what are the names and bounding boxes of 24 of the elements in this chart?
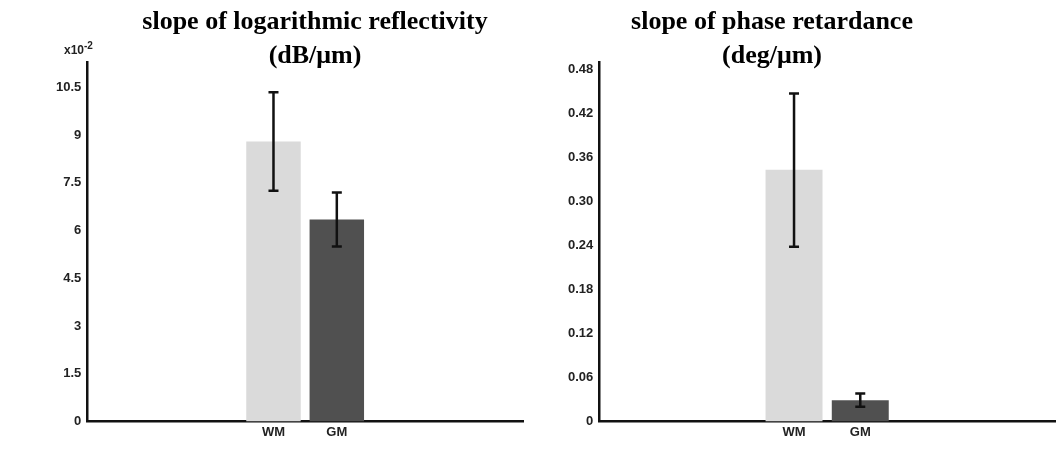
x-tick-label: GM	[326, 423, 348, 439]
y-tick-label: 7.5	[63, 174, 82, 190]
y-tick-label: 0	[74, 412, 82, 428]
y-tick-label: 0.42	[567, 104, 594, 120]
y-tick-label: 10.5	[55, 79, 82, 95]
x-tick-label: WM	[261, 423, 286, 439]
x-tick-label: WM	[782, 423, 806, 439]
y-tick-label: 0	[586, 412, 594, 428]
text: x10$^{-2}$	[64, 40, 93, 57]
y-tick-label: 0.12	[567, 324, 594, 340]
y-tick-label: 0.18	[567, 280, 594, 296]
y-tick-label: 3	[74, 317, 82, 333]
x-tick-label: GM	[849, 423, 871, 439]
y-tick-label: 0.48	[567, 60, 594, 76]
y-tick-label: 4.5	[63, 269, 82, 285]
y-tick-label: 9	[74, 126, 82, 142]
y-tick-label: 0.06	[567, 368, 594, 384]
y-tick-label: 1.5	[63, 365, 82, 381]
y-tick-label: 0.24	[567, 236, 595, 252]
y-tick-label: 0.36	[567, 148, 594, 164]
y-tick-label: 0.30	[567, 192, 594, 208]
chart-title: slope of phase retardance (deg/μm)	[630, 5, 914, 71]
y-tick-label: 6	[74, 222, 82, 238]
chart-title: slope of logarithmic reflectivity (dB/μm)	[141, 5, 489, 71]
